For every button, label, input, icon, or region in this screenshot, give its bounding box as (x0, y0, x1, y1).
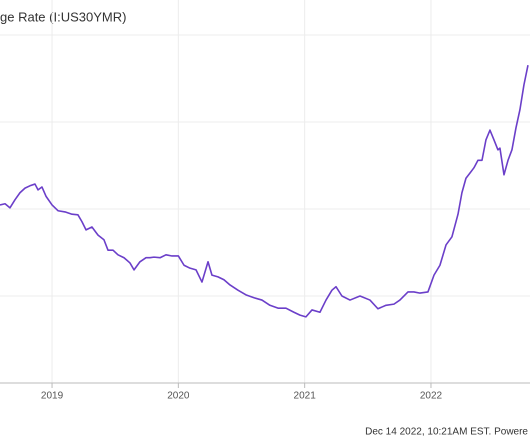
grid: 2019 2020 2021 2022 (0, 0, 530, 402)
x-tick-label: 2021 (294, 391, 317, 402)
data-line (0, 64, 529, 318)
chart-title: ge Rate (I:US30YMR) (0, 9, 126, 24)
footer: Dec 14 2022, 10:21AM EST. Powere (365, 427, 528, 438)
x-tick-label: 2022 (420, 391, 443, 402)
plot (0, 64, 529, 318)
x-tick-label: 2019 (41, 391, 64, 402)
x-tick-label: 2020 (167, 391, 190, 402)
